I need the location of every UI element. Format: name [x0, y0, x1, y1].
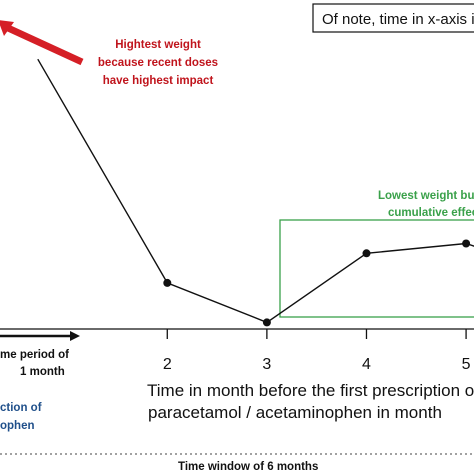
data-point [362, 249, 371, 258]
data-point [462, 239, 471, 248]
red-arrow-head [0, 20, 14, 36]
green-highlight-box [279, 219, 474, 318]
red-note-line-1: Hightest weight [115, 39, 201, 51]
red-arrow [6, 24, 84, 66]
x-axis-label-line-1: Time in month before the first prescript… [147, 381, 474, 400]
data-point [163, 278, 172, 287]
period-arrow-head [70, 331, 80, 341]
series-layer [37, 58, 474, 327]
period-note-line-1: me period of [0, 349, 69, 361]
x-tick-label: 4 [362, 356, 371, 373]
x-axis-label-line-2: paracetamol / acetaminophen in month [148, 403, 442, 422]
green-note-line-1: Lowest weight bu [378, 190, 474, 202]
red-note-line-2: because recent doses [98, 57, 218, 69]
x-tick-label: 5 [462, 356, 471, 373]
x-tick-label: 2 [163, 356, 172, 373]
red-note-line-3: have highest impact [103, 75, 214, 87]
window-note: Time window of 6 months [178, 461, 318, 473]
period-note-line-2: 1 month [20, 366, 65, 378]
x-tick-label: 3 [262, 356, 271, 373]
note-box [312, 3, 474, 33]
note-box-text: Of note, time in x-axis is [322, 11, 474, 28]
data-point [262, 318, 271, 327]
blue-note-line-2: ophen [0, 420, 35, 432]
green-note-line-2: cumulative effec [388, 207, 474, 219]
blue-note-line-1: ction of [0, 402, 42, 414]
x-axis-ticks: 2 3 4 5 [163, 329, 471, 373]
